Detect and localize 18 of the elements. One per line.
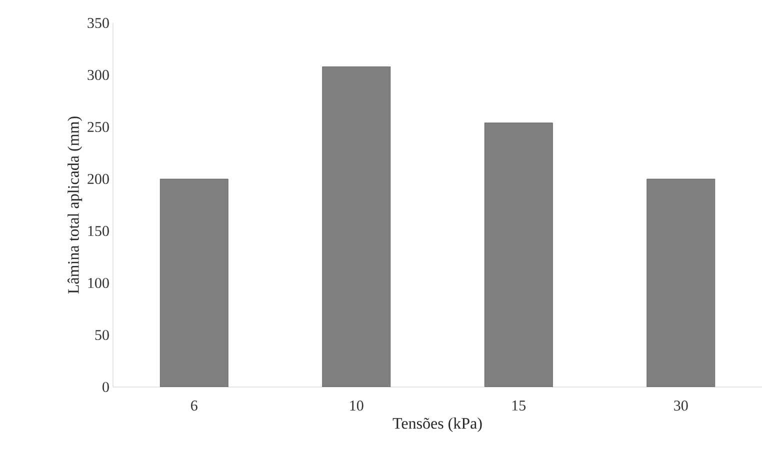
y-tick-label: 150	[88, 226, 109, 236]
y-tick-label: 200	[88, 174, 109, 184]
y-tick-label: 300	[88, 70, 109, 80]
x-tick-label: 30	[674, 400, 688, 411]
y-axis-title: Lâmina total aplicada (mm)	[68, 116, 82, 294]
x-tick-label: 15	[512, 400, 526, 411]
y-tick-label: 0	[102, 382, 109, 392]
x-axis-title: Tensões (kPa)	[392, 418, 482, 432]
bar	[646, 178, 716, 387]
bar	[160, 178, 228, 387]
y-tick-label: 350	[88, 18, 109, 28]
y-tick-label: 250	[88, 122, 109, 132]
y-tick-label: 100	[88, 278, 109, 288]
bar	[484, 122, 553, 387]
x-tick-label: 10	[350, 400, 364, 411]
bar	[322, 66, 391, 387]
y-tick-label: 50	[95, 330, 109, 340]
x-tick-label: 6	[191, 400, 198, 411]
